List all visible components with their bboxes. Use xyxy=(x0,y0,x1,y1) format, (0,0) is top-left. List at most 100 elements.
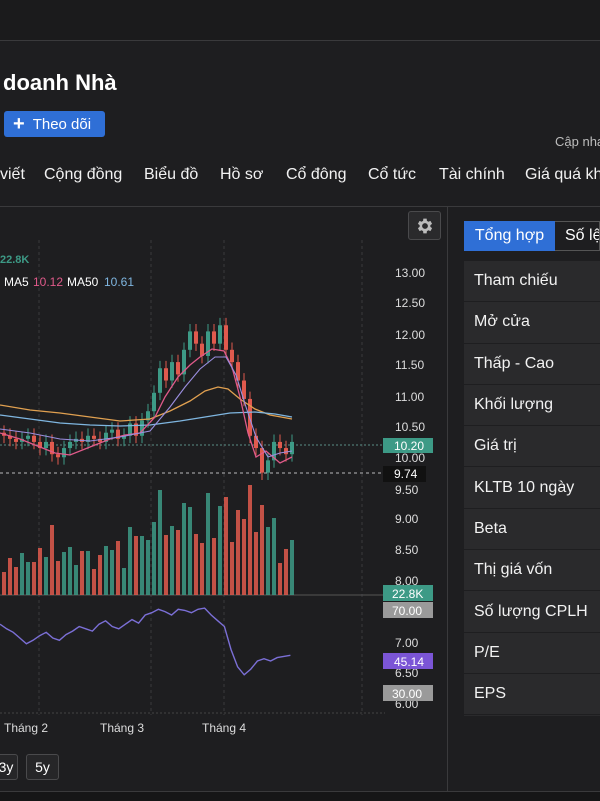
volume-bar xyxy=(32,562,36,595)
nav-tabs: viết Cộng đồng Biểu đồ Hồ sơ Cổ đông Cổ … xyxy=(0,166,600,194)
rsi-line xyxy=(0,607,291,676)
tab-price-history[interactable]: Giá quá kh xyxy=(525,166,600,183)
volume-bar xyxy=(284,549,288,595)
candle-body xyxy=(14,438,18,442)
candle-body xyxy=(266,460,270,473)
volume-bar xyxy=(50,525,54,595)
price-tick: 10.00 xyxy=(395,451,425,465)
candle-body xyxy=(212,331,216,344)
candle-body xyxy=(146,411,150,421)
volume-bar xyxy=(74,565,78,595)
tab-shareholders[interactable]: Cổ đông xyxy=(286,166,347,183)
volume-bar xyxy=(230,542,234,595)
volume-bar xyxy=(272,518,276,595)
candle-body xyxy=(242,380,246,399)
tab-chart[interactable]: Biểu đồ xyxy=(144,166,199,183)
volume-bar xyxy=(218,506,222,595)
chart-settings-button[interactable] xyxy=(408,211,441,240)
volume-badge: 22.8K xyxy=(392,587,423,601)
stat-beta: Beta xyxy=(464,509,600,551)
volume-bar xyxy=(134,536,138,595)
candle-body xyxy=(278,441,282,449)
candle-body xyxy=(176,362,180,375)
volume-bar xyxy=(248,485,252,595)
stat-pe: P/E xyxy=(464,633,600,674)
tab-posts[interactable]: viết xyxy=(0,166,25,183)
company-title: doanh Nhà xyxy=(3,70,117,95)
candle-body xyxy=(188,331,192,350)
price-axis: 13.00 12.50 12.00 11.50 11.00 10.50 10.0… xyxy=(395,266,425,711)
volume-bar xyxy=(236,510,240,595)
rsi-lower-badge-bg xyxy=(383,685,433,701)
volume-bar xyxy=(164,535,168,595)
gear-icon xyxy=(417,218,432,233)
cursor-badge: 9.74 xyxy=(394,467,418,481)
volume-bar xyxy=(8,558,12,595)
stat-open: Mở cửa xyxy=(464,302,600,344)
stat-value: Giá trị xyxy=(464,426,600,468)
stat-reference: Tham chiếu xyxy=(464,261,600,303)
volume-bar xyxy=(158,490,162,595)
range-3y-button[interactable]: 3y xyxy=(0,754,18,780)
candle-body xyxy=(26,435,30,439)
tabs-divider xyxy=(0,206,600,207)
volume-bar xyxy=(266,527,270,595)
volume-bar xyxy=(68,547,72,595)
stat-low-high: Thấp - Cao xyxy=(464,344,600,385)
candle-body xyxy=(284,448,288,455)
ma10-line xyxy=(0,356,293,458)
volume-bar xyxy=(122,568,126,595)
stat-eps: EPS xyxy=(464,674,600,716)
candle-body xyxy=(62,448,66,458)
stock-chart[interactable]: 22.8K MA5 10.12 MA50 10.61 13.00 12.50 1… xyxy=(0,207,447,791)
candle-body xyxy=(92,435,96,439)
stat-market-cap: Thị giá vốn xyxy=(464,550,600,592)
candle-body xyxy=(134,423,138,436)
top-bar xyxy=(0,0,600,41)
candle-body xyxy=(182,349,186,375)
follow-label: Theo dõi xyxy=(32,115,92,133)
x-label-apr: Tháng 4 xyxy=(202,721,246,735)
volume-bar xyxy=(146,540,150,595)
price-tick: 13.00 xyxy=(395,266,425,280)
rsi-upper-badge: 70.00 xyxy=(392,604,422,618)
candle-body xyxy=(104,432,108,442)
candle-body xyxy=(56,454,60,458)
volume-bar xyxy=(110,550,114,595)
tab-order-book[interactable]: Số lệ xyxy=(555,221,600,251)
candle-body xyxy=(152,392,156,412)
candle-body xyxy=(32,435,36,442)
volume-bar xyxy=(182,503,186,595)
tab-community[interactable]: Cộng đồng xyxy=(44,166,123,183)
volume-bar xyxy=(194,534,198,595)
volume-bar xyxy=(86,551,90,595)
candle-body xyxy=(224,325,228,350)
price-badge-bg xyxy=(383,438,433,453)
ma5-line xyxy=(0,348,293,464)
price-tick: 8.50 xyxy=(395,543,419,557)
price-tick: 11.00 xyxy=(395,390,424,404)
volume-bar xyxy=(44,557,48,595)
tab-summary[interactable]: Tổng hợp xyxy=(464,221,555,251)
chart-canvas[interactable]: 22.8K MA5 10.12 MA50 10.61 13.00 12.50 1… xyxy=(0,207,447,791)
volume-bar xyxy=(26,562,30,595)
volume-bar xyxy=(188,507,192,595)
range-5y-button[interactable]: 5y xyxy=(26,754,59,780)
tab-dividends[interactable]: Cổ tức xyxy=(368,166,417,183)
rsi-tick: 6.50 xyxy=(395,666,419,680)
volume-bar xyxy=(62,552,66,595)
follow-button[interactable]: + Theo dõi xyxy=(4,111,105,137)
tab-profile[interactable]: Hồ sơ xyxy=(220,166,264,183)
x-label-mar: Tháng 3 xyxy=(100,721,144,735)
rsi-value-badge-bg xyxy=(383,653,433,669)
rsi-tick: 7.00 xyxy=(395,636,419,650)
volume-bar xyxy=(290,540,294,595)
candle-body xyxy=(164,368,168,381)
volume-bar xyxy=(152,522,156,595)
tab-financials[interactable]: Tài chính xyxy=(439,166,505,183)
rsi-upper-badge-bg xyxy=(383,602,433,618)
plus-icon: + xyxy=(13,113,25,135)
ma5-value: 10.12 xyxy=(33,275,63,289)
price-tick: 12.00 xyxy=(395,328,425,342)
cursor-badge-bg xyxy=(383,466,426,482)
